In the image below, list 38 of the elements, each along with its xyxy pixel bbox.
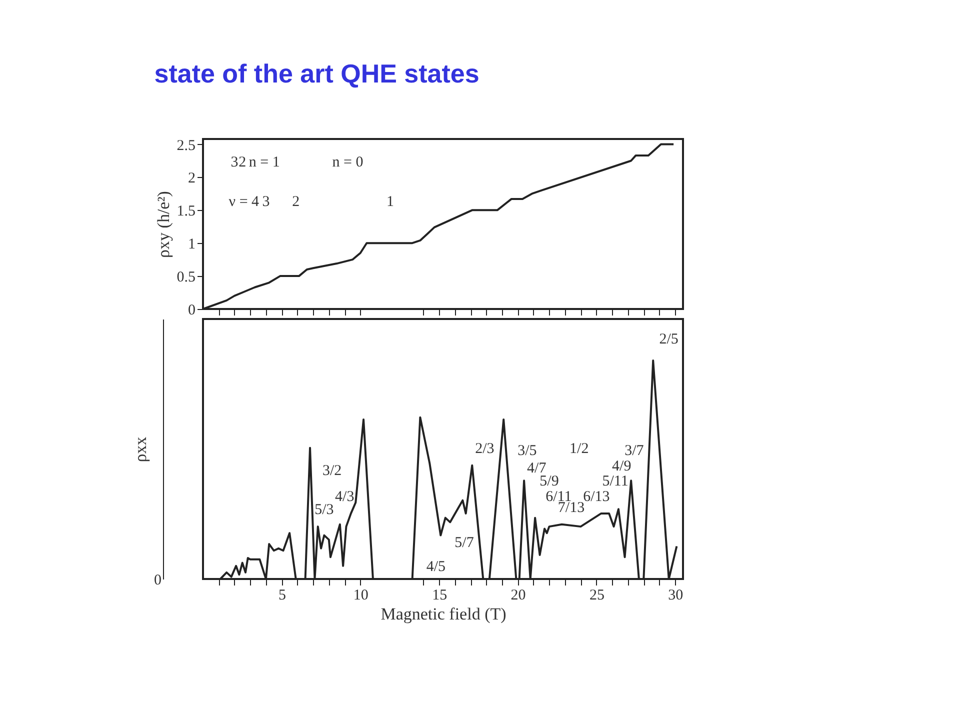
x-axis-title: Magnetic field (T) bbox=[380, 604, 506, 624]
text: 2/5 bbox=[659, 332, 678, 348]
annotation: 3/7 bbox=[624, 443, 644, 460]
annotation: 2/3 bbox=[475, 440, 494, 457]
annotation: ν = 4 bbox=[228, 194, 260, 210]
annotation: 3 bbox=[230, 154, 238, 170]
y-tick-label: 1 bbox=[188, 236, 196, 253]
annotation: 3/5 bbox=[518, 443, 537, 460]
y-tick-label: 0.5 bbox=[176, 270, 196, 286]
annotation: 3/2 bbox=[322, 462, 342, 479]
y-tick-label: 0 bbox=[188, 302, 196, 318]
x-tick-label: 15 bbox=[432, 588, 448, 604]
x-tick-label: 25 bbox=[589, 588, 604, 604]
y-tick-label: 1.5 bbox=[176, 204, 196, 220]
x-tick-label: 30 bbox=[668, 588, 684, 604]
annotation: 2 bbox=[238, 154, 246, 170]
annotation: 1 bbox=[386, 194, 394, 210]
annotation: 2 bbox=[292, 194, 300, 210]
y-axis-title: ρxx bbox=[131, 436, 150, 462]
annotation: 5/3 bbox=[314, 502, 334, 518]
annotation: 6/13 bbox=[583, 488, 610, 505]
y-tick-label: 2 bbox=[188, 170, 196, 187]
x-tick-label: 5 bbox=[278, 588, 286, 604]
x-tick-label: 10 bbox=[353, 588, 368, 604]
y-tick-label: 2.5 bbox=[176, 138, 196, 154]
annotation: n = 1 bbox=[248, 154, 280, 170]
text: 0 bbox=[154, 572, 162, 588]
y-axis-title: ρxy (h/e²) bbox=[154, 191, 173, 258]
annotation: 4/5 bbox=[426, 558, 446, 575]
annotation: 5/7 bbox=[454, 534, 474, 551]
x-tick-label: 20 bbox=[510, 588, 526, 604]
annotation: n = 0 bbox=[332, 154, 364, 170]
annotation: 4/9 bbox=[612, 458, 632, 474]
chart-title: state of the art QHE states bbox=[154, 58, 480, 88]
annotation: 4/3 bbox=[335, 488, 354, 505]
annotation: 1/2 bbox=[570, 440, 589, 457]
annotation: 3 bbox=[262, 194, 270, 210]
annotation: 5/11 bbox=[602, 474, 628, 490]
